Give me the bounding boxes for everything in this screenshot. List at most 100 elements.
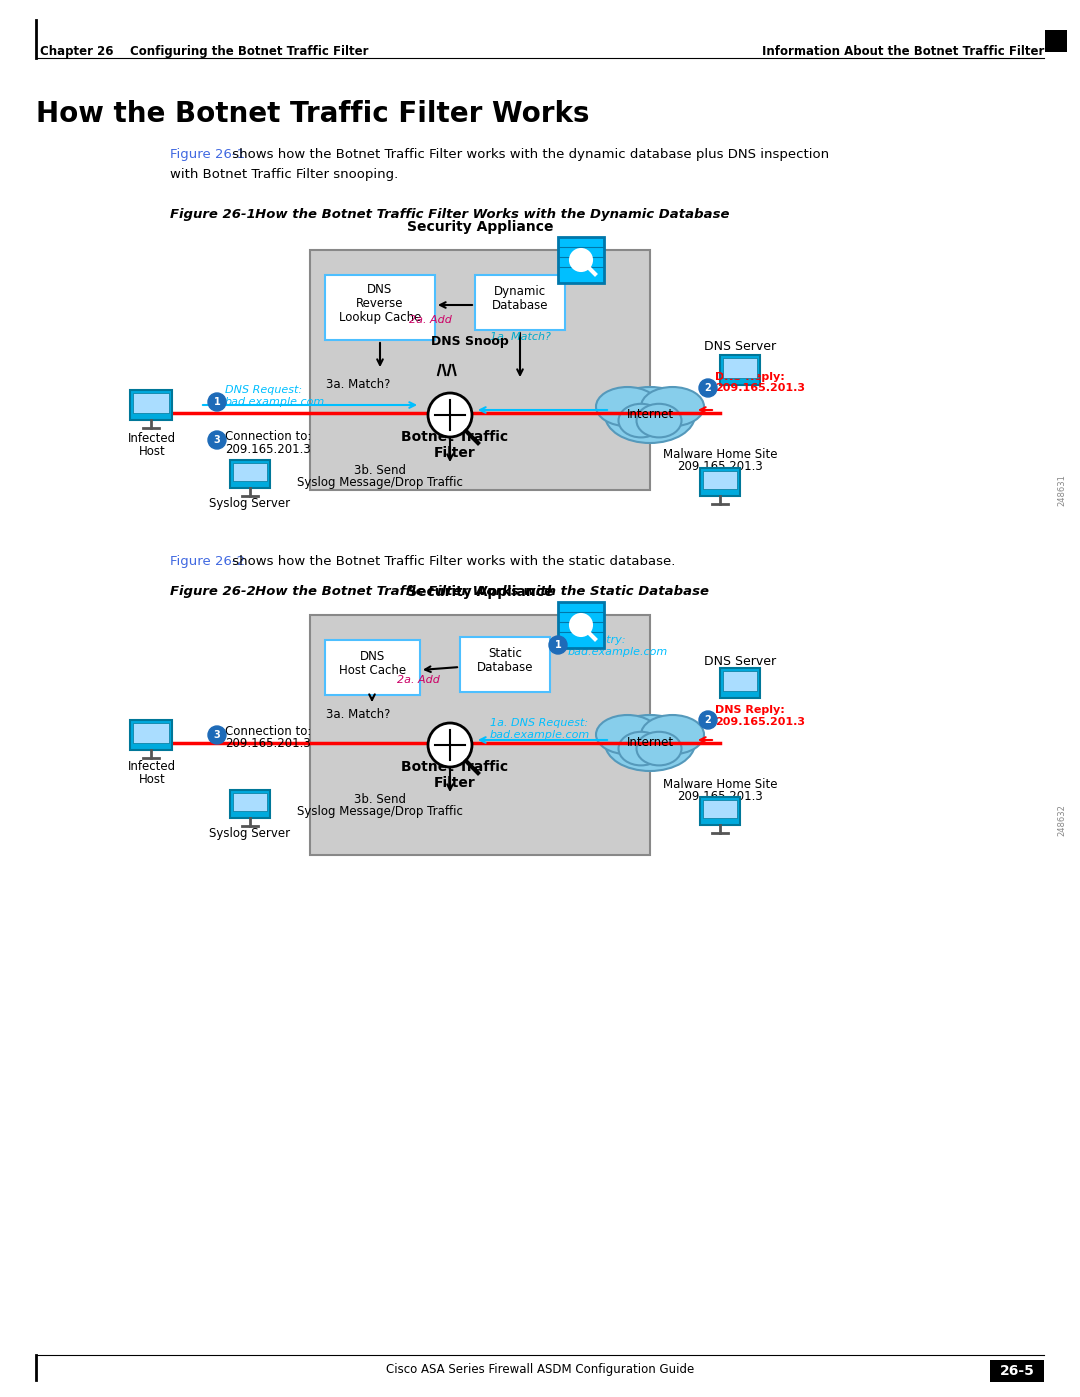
Text: Database: Database	[476, 661, 534, 673]
Text: Cisco ASA Series Firewall ASDM Configuration Guide: Cisco ASA Series Firewall ASDM Configura…	[386, 1363, 694, 1376]
Text: Security Appliance: Security Appliance	[407, 219, 553, 235]
FancyBboxPatch shape	[720, 355, 760, 386]
Text: Connection to:: Connection to:	[225, 725, 311, 738]
Text: 3b. Send: 3b. Send	[354, 793, 406, 806]
FancyBboxPatch shape	[325, 640, 420, 694]
Text: Malware Home Site: Malware Home Site	[663, 448, 778, 461]
Ellipse shape	[636, 732, 681, 766]
Text: Host: Host	[138, 773, 165, 787]
Text: Botnet Traffic
Filter: Botnet Traffic Filter	[402, 430, 509, 460]
Text: DNS Reply:: DNS Reply:	[715, 705, 785, 715]
Text: 1: 1	[214, 397, 220, 407]
FancyBboxPatch shape	[130, 719, 172, 750]
Text: How the Botnet Traffic Filter Works with the Dynamic Database: How the Botnet Traffic Filter Works with…	[232, 208, 729, 221]
Text: How the Botnet Traffic Filter Works: How the Botnet Traffic Filter Works	[36, 101, 590, 129]
Text: Internet: Internet	[626, 408, 674, 422]
Text: with Botnet Traffic Filter snooping.: with Botnet Traffic Filter snooping.	[170, 168, 399, 182]
Circle shape	[699, 379, 717, 397]
Text: 2: 2	[704, 715, 712, 725]
Circle shape	[208, 393, 226, 411]
FancyBboxPatch shape	[723, 358, 757, 379]
Text: DNS Server: DNS Server	[704, 339, 777, 353]
FancyBboxPatch shape	[133, 724, 168, 743]
Text: Reverse: Reverse	[356, 298, 404, 310]
Text: 3a. Match?: 3a. Match?	[326, 708, 390, 721]
Ellipse shape	[605, 715, 696, 771]
Ellipse shape	[596, 387, 659, 426]
Text: bad.example.com: bad.example.com	[490, 731, 591, 740]
Ellipse shape	[619, 404, 663, 437]
FancyBboxPatch shape	[233, 462, 267, 481]
Circle shape	[699, 711, 717, 729]
Text: Malware Home Site: Malware Home Site	[663, 778, 778, 791]
Text: 3: 3	[214, 731, 220, 740]
FancyBboxPatch shape	[723, 671, 757, 692]
Text: Syslog Message/Drop Traffic: Syslog Message/Drop Traffic	[297, 476, 463, 489]
FancyBboxPatch shape	[310, 250, 650, 490]
Text: 3a. Match?: 3a. Match?	[326, 379, 390, 391]
Text: 2a. Add: 2a. Add	[396, 675, 440, 685]
Text: DNS Server: DNS Server	[704, 655, 777, 668]
Circle shape	[570, 615, 592, 636]
Text: Infected: Infected	[127, 432, 176, 446]
Text: Infected: Infected	[127, 760, 176, 773]
Ellipse shape	[642, 715, 704, 754]
Text: Syslog Message/Drop Traffic: Syslog Message/Drop Traffic	[297, 805, 463, 819]
FancyBboxPatch shape	[233, 793, 267, 812]
Text: 209.165.201.3: 209.165.201.3	[715, 717, 805, 726]
FancyBboxPatch shape	[230, 460, 270, 488]
Text: bad.example.com: bad.example.com	[568, 647, 669, 657]
Circle shape	[549, 636, 567, 654]
Text: DNS: DNS	[367, 284, 393, 296]
Text: Dynamic: Dynamic	[494, 285, 546, 298]
Text: Figure 26-2: Figure 26-2	[170, 555, 245, 569]
Text: 209.165.201.3: 209.165.201.3	[225, 443, 311, 455]
Text: 1a. DNS Request:: 1a. DNS Request:	[490, 718, 589, 728]
Text: 1a. Match?: 1a. Match?	[489, 332, 551, 342]
Text: Syslog Server: Syslog Server	[210, 497, 291, 510]
Text: 3b. Send: 3b. Send	[354, 464, 406, 476]
Text: 248632: 248632	[1057, 805, 1067, 835]
Text: 1: 1	[555, 640, 562, 650]
Ellipse shape	[619, 732, 663, 766]
Circle shape	[428, 393, 472, 437]
FancyBboxPatch shape	[558, 237, 604, 284]
FancyBboxPatch shape	[130, 390, 172, 420]
Text: Host Cache: Host Cache	[339, 664, 406, 678]
Text: Syslog Server: Syslog Server	[210, 827, 291, 840]
Circle shape	[208, 726, 226, 745]
FancyBboxPatch shape	[700, 798, 740, 826]
Text: Security Appliance: Security Appliance	[407, 585, 553, 599]
Text: Lookup Cache: Lookup Cache	[339, 312, 421, 324]
Ellipse shape	[636, 404, 681, 437]
Text: shows how the Botnet Traffic Filter works with the dynamic database plus DNS ins: shows how the Botnet Traffic Filter work…	[228, 148, 829, 161]
Text: Figure 26-1: Figure 26-1	[170, 208, 256, 221]
Text: DNS Request:: DNS Request:	[225, 386, 302, 395]
Text: DNS Reply:: DNS Reply:	[715, 372, 785, 381]
Text: DNS: DNS	[360, 650, 386, 664]
FancyBboxPatch shape	[475, 275, 565, 330]
FancyBboxPatch shape	[703, 800, 737, 819]
Ellipse shape	[596, 715, 659, 754]
FancyBboxPatch shape	[310, 615, 650, 855]
Ellipse shape	[642, 387, 704, 426]
Circle shape	[208, 432, 226, 448]
Text: Static: Static	[488, 647, 522, 659]
Text: 248631: 248631	[1057, 474, 1067, 506]
FancyBboxPatch shape	[990, 1361, 1044, 1382]
Text: Figure 26-1: Figure 26-1	[170, 148, 245, 161]
Text: Add entry:: Add entry:	[568, 636, 626, 645]
Text: bad.example.com: bad.example.com	[225, 397, 325, 407]
Text: 209.165.201.3: 209.165.201.3	[715, 383, 805, 393]
Text: Database: Database	[491, 299, 549, 312]
Text: How the Botnet Traffic Filter Works with the Static Database: How the Botnet Traffic Filter Works with…	[232, 585, 708, 598]
FancyBboxPatch shape	[700, 468, 740, 496]
Text: 209.165.201.3: 209.165.201.3	[677, 789, 762, 803]
Circle shape	[570, 249, 592, 271]
Text: 2: 2	[704, 383, 712, 393]
Text: Information About the Botnet Traffic Filter: Information About the Botnet Traffic Fil…	[761, 45, 1044, 59]
Text: Host: Host	[138, 446, 165, 458]
FancyBboxPatch shape	[460, 637, 550, 692]
Text: Internet: Internet	[626, 736, 674, 750]
Text: 3: 3	[214, 434, 220, 446]
